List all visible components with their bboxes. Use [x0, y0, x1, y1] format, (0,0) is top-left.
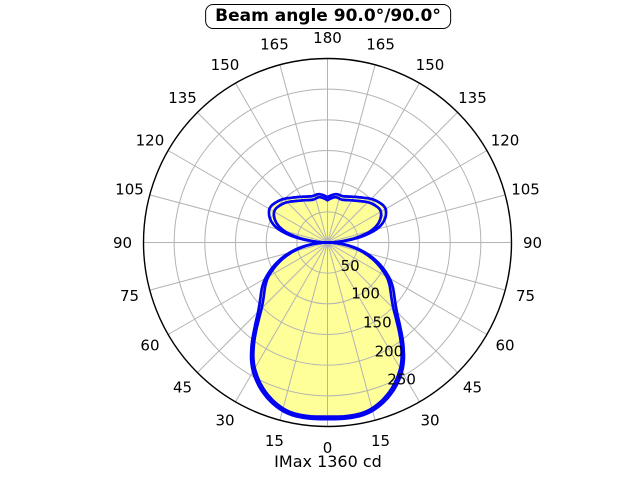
radius-tick-label: 250 — [387, 370, 416, 388]
angle-tick-label: 30 — [215, 411, 234, 429]
angle-tick-label: 45 — [463, 379, 482, 397]
angle-tick-label: 120 — [491, 131, 520, 149]
outer-circle — [142, 57, 513, 428]
angle-tick-label: 120 — [136, 131, 165, 149]
angle-tick-label: 165 — [260, 36, 289, 54]
intensity-curve-outer — [249, 192, 406, 421]
angle-tick-label: 30 — [420, 411, 439, 429]
angle-gridline — [235, 242, 328, 403]
angle-tick-label: 0 — [323, 439, 333, 457]
angle-gridline — [279, 242, 328, 421]
angle-gridline — [327, 194, 506, 243]
angle-gridline — [327, 112, 458, 243]
angle-gridline — [327, 242, 376, 421]
angle-gridline — [327, 242, 488, 335]
angle-tick-label: 180 — [313, 29, 342, 47]
angle-gridline — [327, 82, 420, 243]
angle-tick-label: 15 — [371, 432, 390, 450]
radius-tick-label: 200 — [375, 342, 404, 360]
angle-gridline — [167, 242, 328, 335]
angle-tick-label: 90 — [113, 234, 132, 252]
angle-gridline — [167, 150, 328, 243]
angle-gridline — [327, 64, 376, 243]
angle-tick-label: 135 — [458, 89, 487, 107]
angle-tick-label: 105 — [115, 181, 144, 199]
radius-tick-label: 100 — [351, 284, 380, 302]
angle-gridline — [235, 82, 328, 243]
angle-tick-label: 165 — [366, 36, 395, 54]
chart-title: Beam angle 90.0°/90.0° — [205, 4, 451, 29]
angle-tick-label: 90 — [523, 234, 542, 252]
radius-tick-label: 50 — [341, 257, 360, 275]
angle-tick-label: 135 — [168, 89, 197, 107]
angle-tick-label: 105 — [511, 181, 540, 199]
angle-gridline — [327, 242, 420, 403]
angle-tick-label: 45 — [173, 379, 192, 397]
angle-tick-label: 150 — [211, 56, 240, 74]
angle-tick-label: 75 — [120, 287, 139, 305]
angle-tick-label: 150 — [416, 56, 445, 74]
angle-tick-label: 60 — [495, 336, 514, 354]
angle-gridline — [197, 112, 328, 243]
angle-tick-label: 75 — [516, 287, 535, 305]
angle-gridline — [279, 64, 328, 243]
angle-gridline — [327, 150, 488, 243]
angle-gridline — [149, 194, 328, 243]
angle-tick-label: 60 — [140, 336, 159, 354]
imax-caption: IMax 1360 cd — [274, 452, 382, 471]
radius-tick-label: 150 — [363, 313, 392, 331]
angle-tick-label: 15 — [265, 432, 284, 450]
